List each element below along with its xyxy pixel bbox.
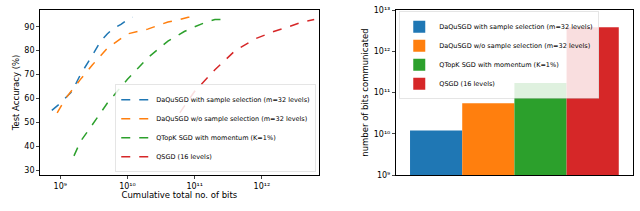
- svg-text:QTopK SGD with momentum (K=1%): QTopK SGD with momentum (K=1%): [156, 134, 275, 142]
- svg-text:70: 70: [24, 70, 34, 79]
- svg-text:10¹³: 10¹³: [374, 6, 391, 15]
- svg-text:Test Accuracy (%): Test Accuracy (%): [11, 55, 21, 132]
- svg-text:80: 80: [24, 46, 34, 55]
- svg-text:QSGD (16 levels): QSGD (16 levels): [156, 153, 212, 161]
- svg-text:QSGD (16 levels): QSGD (16 levels): [439, 80, 495, 88]
- svg-text:60: 60: [24, 94, 34, 103]
- svg-text:DaQuSGD with sample selection: DaQuSGD with sample selection (m=32 leve…: [439, 23, 592, 31]
- svg-text:10¹⁰: 10¹⁰: [119, 182, 136, 191]
- svg-text:40: 40: [24, 142, 34, 151]
- svg-text:number of bits communicated: number of bits communicated: [360, 28, 370, 156]
- svg-text:QTopK SGD with momentum (K=1%): QTopK SGD with momentum (K=1%): [439, 61, 558, 69]
- svg-text:DaQuSGD w/o sample selection (: DaQuSGD w/o sample selection (m=32 level…: [156, 115, 307, 123]
- svg-text:50: 50: [24, 118, 34, 127]
- svg-text:90: 90: [24, 23, 34, 32]
- svg-text:10¹¹: 10¹¹: [186, 182, 203, 191]
- svg-text:30: 30: [24, 166, 34, 175]
- svg-text:10¹²: 10¹²: [374, 47, 391, 56]
- svg-text:DaQuSGD with sample selection: DaQuSGD with sample selection (m=32 leve…: [156, 96, 309, 104]
- svg-text:DaQuSGD w/o sample selection (: DaQuSGD w/o sample selection (m=32 level…: [439, 42, 590, 50]
- svg-text:10⁹: 10⁹: [54, 182, 67, 191]
- svg-text:10¹¹: 10¹¹: [374, 88, 391, 97]
- svg-text:Cumulative total no. of bits: Cumulative total no. of bits: [122, 191, 238, 201]
- svg-text:10¹²: 10¹²: [254, 182, 271, 191]
- svg-text:10¹⁰: 10¹⁰: [374, 130, 391, 139]
- svg-text:10⁹: 10⁹: [377, 171, 390, 180]
